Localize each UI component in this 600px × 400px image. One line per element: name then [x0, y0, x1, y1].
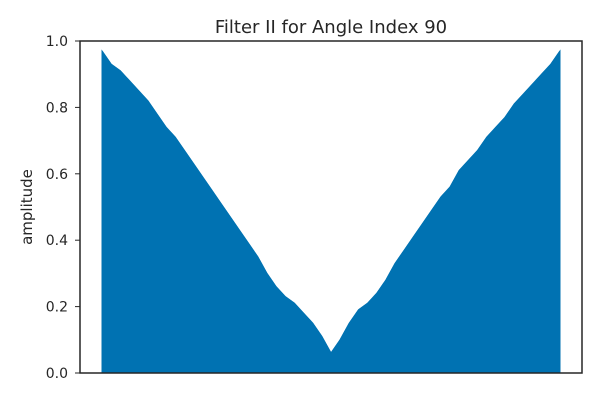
y-tick-label: 0.6 — [46, 167, 68, 183]
y-axis-label: amplitude — [18, 169, 36, 245]
plot-area — [101, 49, 561, 374]
y-tick-label: 0.0 — [46, 366, 68, 382]
y-tick-label: 0.2 — [46, 300, 68, 316]
series-area — [101, 49, 561, 374]
y-tick-label: 0.4 — [46, 233, 68, 249]
y-tick-label: 0.8 — [46, 100, 68, 116]
series-line — [101, 50, 561, 354]
plot-frame — [79, 40, 583, 374]
y-tick-label: 1.0 — [46, 34, 68, 50]
chart-title: Filter II for Angle Index 90 — [215, 17, 447, 38]
y-ticks: 0.0 0.2 0.4 0.6 0.8 1.0 — [46, 34, 80, 382]
